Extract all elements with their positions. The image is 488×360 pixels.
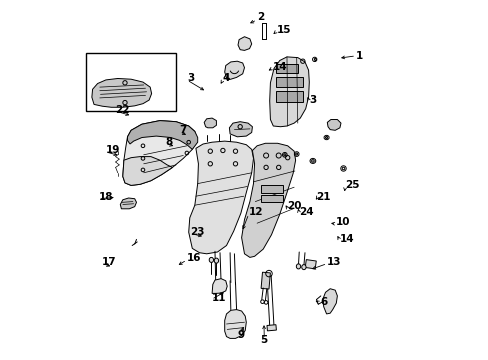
Ellipse shape xyxy=(314,58,316,60)
Polygon shape xyxy=(122,121,196,185)
Text: 25: 25 xyxy=(345,180,359,190)
Text: 11: 11 xyxy=(211,293,225,303)
Text: 14: 14 xyxy=(273,62,287,72)
Text: 7: 7 xyxy=(179,125,187,135)
Text: 17: 17 xyxy=(102,257,117,267)
Polygon shape xyxy=(122,157,172,185)
Bar xyxy=(260,185,283,193)
Text: 8: 8 xyxy=(165,137,172,147)
Polygon shape xyxy=(229,122,252,137)
Ellipse shape xyxy=(309,158,315,163)
Text: 5: 5 xyxy=(260,335,267,345)
Text: 3: 3 xyxy=(186,73,194,84)
Text: 13: 13 xyxy=(326,257,341,267)
Text: 19: 19 xyxy=(106,145,120,156)
Text: 21: 21 xyxy=(316,192,330,202)
Ellipse shape xyxy=(295,153,297,155)
Text: 14: 14 xyxy=(339,234,354,244)
Text: 16: 16 xyxy=(186,253,201,264)
Bar xyxy=(305,260,316,269)
Polygon shape xyxy=(188,141,253,254)
Ellipse shape xyxy=(301,265,305,270)
Bar xyxy=(276,91,303,102)
Text: 15: 15 xyxy=(276,24,291,35)
Text: 1: 1 xyxy=(355,51,363,61)
Text: 9: 9 xyxy=(237,330,244,340)
Text: 3: 3 xyxy=(309,95,316,105)
Bar xyxy=(260,195,283,202)
Bar xyxy=(266,325,276,331)
Polygon shape xyxy=(326,120,340,130)
Text: 23: 23 xyxy=(189,227,204,237)
Polygon shape xyxy=(127,121,197,149)
Bar xyxy=(276,77,303,87)
Text: 10: 10 xyxy=(336,217,350,228)
Text: 4: 4 xyxy=(223,73,230,84)
Text: 6: 6 xyxy=(320,297,326,307)
Polygon shape xyxy=(241,143,295,257)
Polygon shape xyxy=(322,289,337,314)
Polygon shape xyxy=(224,61,244,80)
Text: 22: 22 xyxy=(115,105,129,115)
Polygon shape xyxy=(269,57,309,127)
Ellipse shape xyxy=(296,264,300,269)
Polygon shape xyxy=(212,279,227,293)
Ellipse shape xyxy=(325,136,327,139)
Bar xyxy=(86,53,176,111)
Text: 24: 24 xyxy=(299,207,313,217)
Bar xyxy=(276,64,298,73)
Ellipse shape xyxy=(209,257,213,262)
Ellipse shape xyxy=(283,154,285,156)
Bar xyxy=(261,272,270,289)
Polygon shape xyxy=(204,118,216,128)
Ellipse shape xyxy=(214,258,218,263)
Text: 2: 2 xyxy=(257,12,264,22)
Text: 20: 20 xyxy=(286,201,301,211)
Polygon shape xyxy=(92,78,151,107)
Polygon shape xyxy=(224,310,246,338)
Text: 12: 12 xyxy=(248,207,263,217)
Polygon shape xyxy=(238,37,251,50)
Text: 18: 18 xyxy=(99,192,113,202)
Polygon shape xyxy=(120,198,136,209)
